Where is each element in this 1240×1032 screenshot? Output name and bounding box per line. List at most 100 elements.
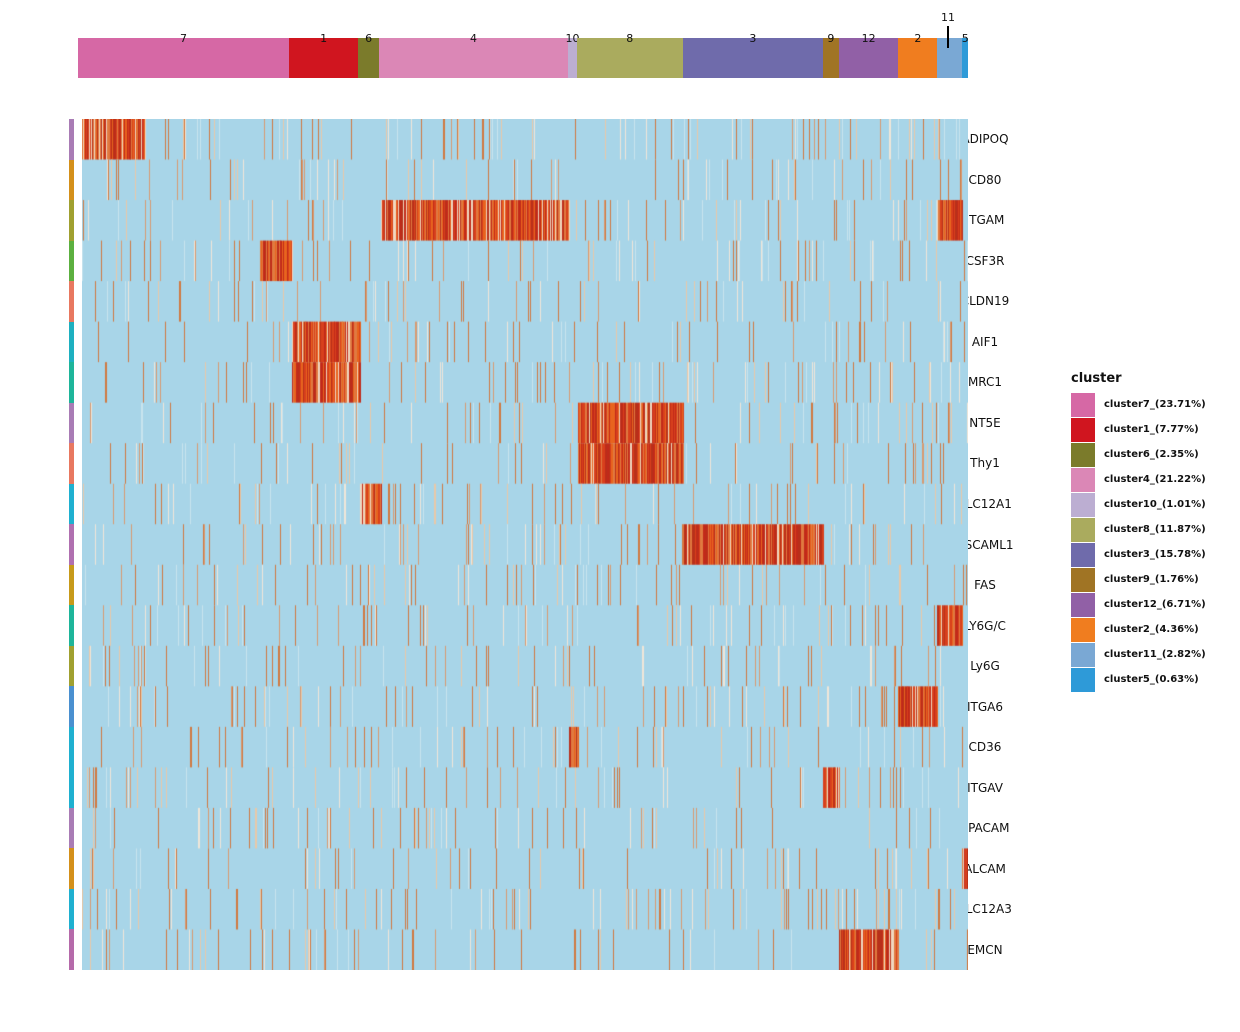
heatmap-block-AIF1-cluster1	[292, 322, 361, 363]
gene-label: CD36	[968, 740, 1002, 755]
heatmap-block-ITGAM-cluster4	[382, 200, 570, 241]
gene-label: FAS	[974, 578, 996, 593]
gene-annotation-SLC12A1	[69, 483, 74, 525]
heatmap-block-ASCAML1-cluster3	[684, 524, 824, 565]
legend-item: cluster9_(1.76%)	[1071, 567, 1206, 592]
gene-label: ALCAM	[964, 861, 1006, 876]
gene-annotation-LY6G/C	[69, 605, 74, 646]
legend-label: cluster5_(0.63%)	[1104, 674, 1199, 685]
cluster-label-1: 1	[320, 32, 328, 45]
gene-label: ITGAV	[967, 780, 1003, 795]
legend-swatch	[1071, 492, 1095, 517]
gene-annotation-CD36	[69, 726, 74, 768]
legend-label: cluster10_(1.01%)	[1104, 499, 1206, 510]
gene-annotation-CD80	[69, 159, 74, 201]
cluster-segment-11	[937, 38, 963, 78]
cluster-segment-8	[576, 38, 683, 78]
legend-item: cluster11_(2.82%)	[1071, 642, 1206, 667]
cluster-segment-2	[898, 38, 938, 78]
legend-label: cluster6_(2.35%)	[1104, 449, 1199, 460]
gene-label: LY6G/C	[964, 618, 1006, 633]
gene-annotation-ITGA6	[69, 686, 74, 727]
gene-annotation-EPACAM	[69, 807, 74, 849]
cluster-segment-7	[78, 38, 290, 78]
legend-item: cluster12_(6.71%)	[1071, 592, 1206, 617]
heatmap-block-MRC1-cluster1	[292, 362, 361, 403]
heatmap-block-ITGA6-cluster2	[899, 686, 938, 727]
gene-label: Ly6G	[970, 659, 1000, 674]
cluster-segment-9	[823, 38, 839, 78]
cluster-label-4: 4	[470, 32, 478, 45]
gene-annotation-NT5E	[69, 402, 74, 444]
gene-annotation-Ly6G	[69, 645, 74, 687]
cluster-segment-5	[962, 38, 968, 78]
legend-item: cluster1_(7.77%)	[1071, 417, 1206, 442]
legend-label: cluster4_(21.22%)	[1104, 474, 1206, 485]
legend: cluster cluster7_(23.71%) cluster1_(7.77%…	[1071, 371, 1206, 692]
gene-annotation-SLC12A3	[69, 888, 74, 930]
legend-item: cluster7_(23.71%)	[1071, 392, 1206, 417]
heatmap-block-EMCN-cluster12	[839, 929, 898, 970]
gene-annotation-bar	[69, 119, 74, 970]
heatmap-block-CD36-cluster10	[570, 727, 579, 768]
gene-label: MRC1	[967, 375, 1003, 390]
gene-label: ADIPOQ	[961, 132, 1009, 147]
legend-swatch	[1071, 442, 1095, 467]
legend-item: cluster8_(11.87%)	[1071, 517, 1206, 542]
cluster-label-9: 9	[827, 32, 835, 45]
cluster-segment-1	[289, 38, 359, 78]
gene-label: EMCN	[967, 942, 1003, 957]
gene-annotation-AIF1	[69, 321, 74, 363]
heatmap-block-ALCAM-cluster5	[962, 848, 968, 889]
cluster-segment-10	[567, 38, 577, 78]
legend-swatch	[1071, 567, 1095, 592]
gene-label: NT5E	[969, 415, 1001, 430]
gene-annotation-ITGAV	[69, 767, 74, 808]
gene-annotation-ASCAML1	[69, 524, 74, 565]
legend-label: cluster8_(11.87%)	[1104, 524, 1206, 535]
legend-label: cluster11_(2.82%)	[1104, 649, 1206, 660]
heatmap-block-NT5E-cluster8	[579, 403, 684, 444]
gene-annotation-EMCN	[69, 929, 74, 970]
gene-annotation-ALCAM	[69, 848, 74, 889]
gene-label: SLC12A1	[958, 496, 1012, 511]
legend-label: cluster7_(23.71%)	[1104, 399, 1206, 410]
legend-swatch	[1071, 467, 1095, 492]
gene-annotation-CSF3R	[69, 240, 74, 282]
heatmap-block-SLC12A1-cluster6	[361, 484, 382, 525]
legend-swatch	[1071, 592, 1095, 617]
legend-label: cluster2_(4.36%)	[1104, 624, 1199, 635]
gene-label: CLDN19	[960, 294, 1010, 309]
legend-swatch	[1071, 542, 1095, 567]
gene-label: CD80	[968, 172, 1002, 187]
cluster-label-10: 10	[565, 32, 580, 45]
heatmap-block-CSF3R-cluster7	[261, 241, 293, 282]
legend-label: cluster1_(7.77%)	[1104, 424, 1199, 435]
gene-label: Thy1	[970, 456, 1000, 471]
cluster-segment-12	[838, 38, 899, 78]
heatmap-block-LY6G/C-cluster11	[937, 605, 962, 646]
gene-label: ITGAM	[965, 213, 1005, 228]
gene-label: ASCAML1	[956, 537, 1014, 552]
cluster-label-2: 2	[914, 32, 922, 45]
legend-swatch	[1071, 667, 1095, 692]
legend-item: cluster5_(0.63%)	[1071, 667, 1206, 692]
legend-swatch	[1071, 517, 1095, 542]
legend-label: cluster12_(6.71%)	[1104, 599, 1206, 610]
gene-annotation-ADIPOQ	[69, 119, 74, 160]
gene-annotation-FAS	[69, 564, 74, 606]
cluster-segment-6	[358, 38, 380, 78]
legend-swatch	[1071, 642, 1095, 667]
legend-label: cluster9_(1.76%)	[1104, 574, 1199, 585]
heatmap-block-Thy1-cluster8	[579, 443, 684, 484]
gene-labels: ADIPOQ CD80 ITGAM CSF3R CLDN19 AIF1 MRC1 NT5E Th…	[940, 119, 1020, 970]
cluster-label-6: 6	[365, 32, 373, 45]
cluster-label-3: 3	[749, 32, 757, 45]
gene-label: EPACAM	[960, 821, 1010, 836]
cluster-label-8: 8	[626, 32, 634, 45]
legend-label: cluster3_(15.78%)	[1104, 549, 1206, 560]
cluster-label-7: 7	[180, 32, 188, 45]
cluster-label-11: 11	[941, 11, 955, 24]
legend-swatch	[1071, 417, 1095, 442]
legend-item: cluster10_(1.01%)	[1071, 492, 1206, 517]
